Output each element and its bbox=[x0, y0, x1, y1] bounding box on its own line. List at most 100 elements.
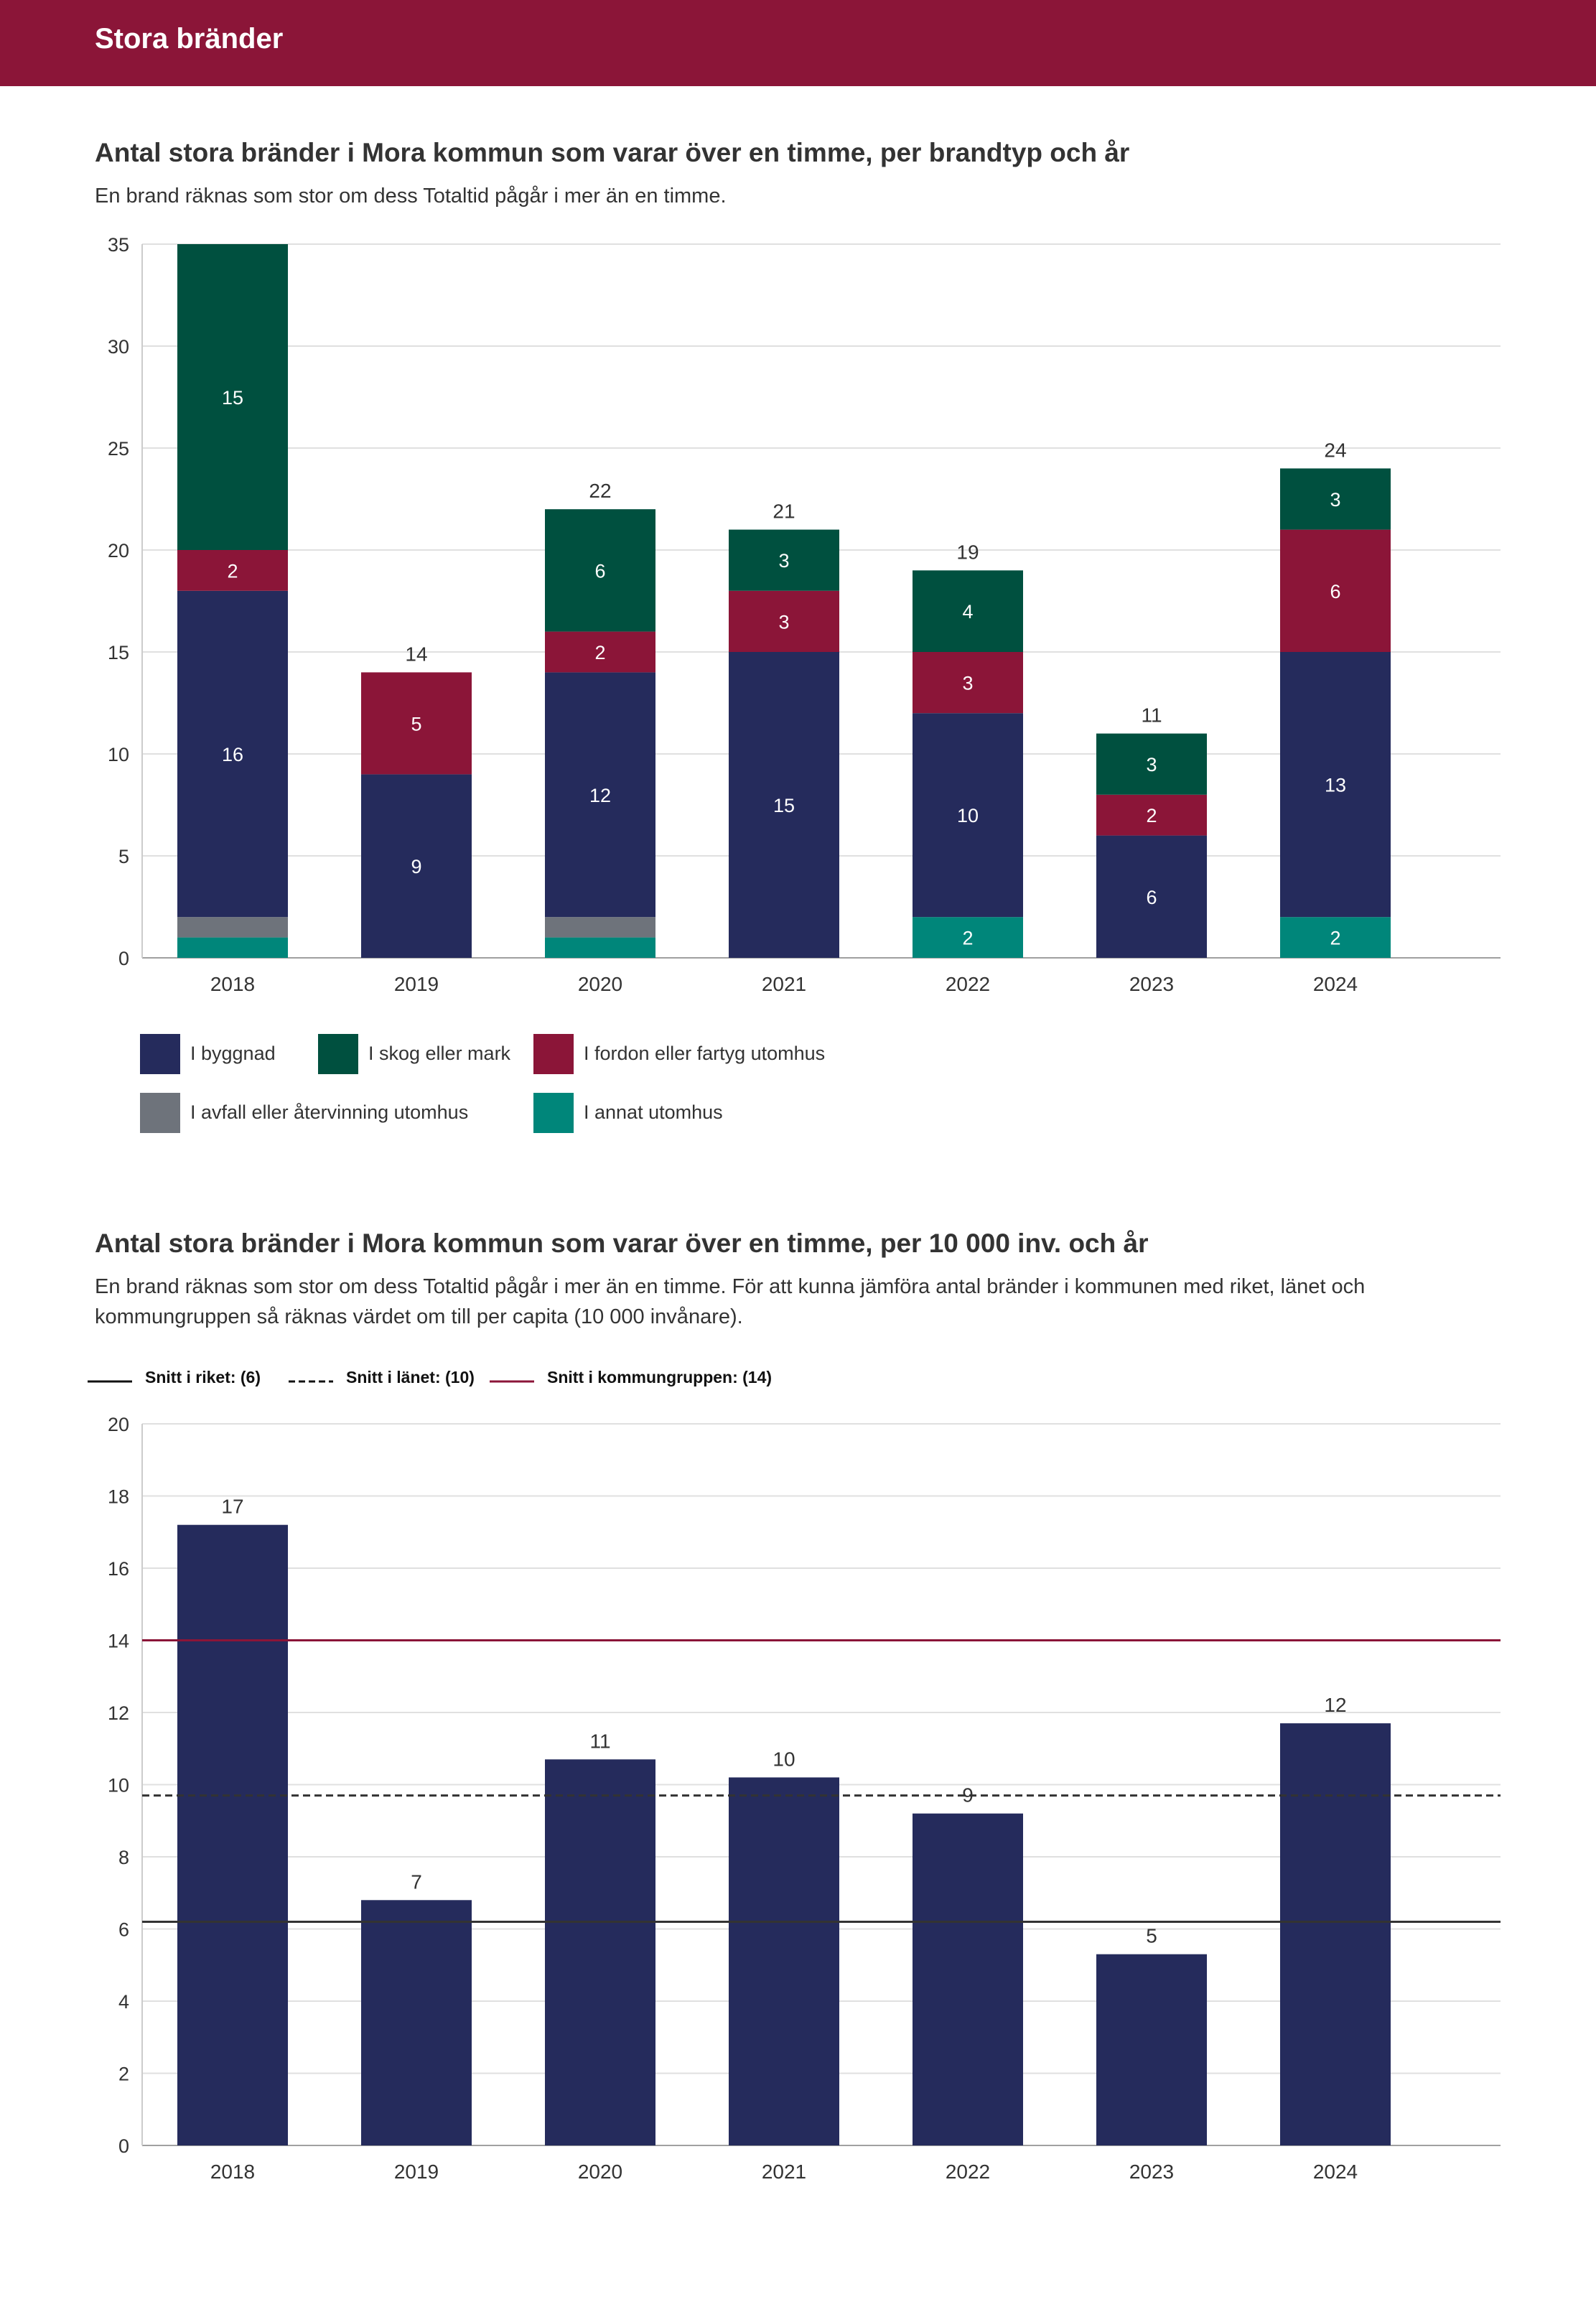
segment-label: 3 bbox=[1330, 489, 1340, 511]
segment-label: 3 bbox=[1146, 754, 1157, 775]
bar-segment bbox=[729, 652, 839, 958]
chart1-legend: I byggnad I skog eller mark I fordon ell… bbox=[140, 1034, 1073, 1163]
x-tick-label: 2022 bbox=[946, 2161, 990, 2183]
segment-label: 3 bbox=[778, 611, 789, 633]
segment-label: 6 bbox=[1146, 887, 1157, 908]
ref-legend-label: Snitt i kommungruppen: (14) bbox=[547, 1368, 773, 1386]
chart2-title: Antal stora bränder i Mora kommun som va… bbox=[95, 1229, 1149, 1258]
x-tick-label: 2019 bbox=[394, 973, 439, 995]
header-title: Stora bränder bbox=[95, 23, 284, 55]
segment-label: 2 bbox=[1330, 928, 1340, 949]
chart1-stacked-bar-chart: 0510152025303516215201895142019122622202… bbox=[108, 234, 1501, 995]
bar-segment bbox=[729, 590, 839, 652]
y-tick-label: 5 bbox=[118, 846, 129, 867]
chart1-title: Antal stora bränder i Mora kommun som va… bbox=[95, 138, 1130, 167]
chart2-reference-legend: Snitt i riket: (6) Snitt i länet: (10) S… bbox=[86, 1368, 876, 1397]
y-tick-label: 0 bbox=[118, 948, 129, 969]
solid-line-icon bbox=[88, 1380, 132, 1383]
value-label: 5 bbox=[1146, 1925, 1157, 1947]
x-tick-label: 2024 bbox=[1313, 2161, 1358, 2183]
segment-label: 13 bbox=[1325, 775, 1346, 796]
bar-segment bbox=[913, 570, 1023, 652]
bar-segment bbox=[1096, 733, 1207, 795]
total-label: 21 bbox=[773, 500, 795, 523]
dashed-line-icon bbox=[289, 1380, 333, 1383]
bar-segment bbox=[545, 509, 655, 632]
legend-label: I fordon eller fartyg utomhus bbox=[584, 1043, 826, 1064]
bar-segment bbox=[1280, 529, 1391, 652]
x-tick-label: 2020 bbox=[578, 2161, 622, 2183]
bar bbox=[177, 1524, 288, 2145]
legend-swatch bbox=[533, 1093, 574, 1133]
total-label: 19 bbox=[956, 541, 979, 563]
bar bbox=[361, 1900, 472, 2145]
y-tick-label: 6 bbox=[118, 1919, 129, 1941]
total-label: 24 bbox=[1324, 439, 1346, 461]
y-tick-label: 10 bbox=[108, 744, 129, 765]
segment-label: 6 bbox=[1330, 581, 1340, 602]
legend-swatch bbox=[318, 1034, 358, 1074]
legend-label: I skog eller mark bbox=[368, 1043, 511, 1064]
x-tick-label: 2024 bbox=[1313, 973, 1358, 995]
segment-label: 15 bbox=[222, 387, 243, 409]
segment-label: 2 bbox=[962, 928, 973, 949]
red-line-icon bbox=[490, 1380, 534, 1383]
bar-segment bbox=[177, 937, 288, 958]
value-label: 12 bbox=[1324, 1694, 1346, 1716]
bar-segment bbox=[177, 590, 288, 918]
legend-label: I avfall eller återvinning utomhus bbox=[190, 1101, 469, 1123]
total-label: 11 bbox=[1141, 704, 1162, 727]
x-tick-label: 2023 bbox=[1129, 973, 1174, 995]
value-label: 7 bbox=[411, 1870, 422, 1893]
bar-segment bbox=[913, 713, 1023, 918]
segment-label: 9 bbox=[411, 856, 421, 877]
total-label: 14 bbox=[405, 643, 427, 665]
y-tick-label: 2 bbox=[118, 2064, 129, 2085]
value-label: 10 bbox=[773, 1748, 795, 1770]
x-tick-label: 2018 bbox=[210, 973, 255, 995]
bar bbox=[1096, 1954, 1207, 2145]
bar-segment bbox=[545, 631, 655, 673]
chart2-subtitle-line1: En brand räknas som stor om dess Totalti… bbox=[95, 1275, 1366, 1298]
bar-segment bbox=[361, 774, 472, 958]
bar-segment bbox=[545, 917, 655, 938]
legend-swatch bbox=[140, 1034, 180, 1074]
bar-segment bbox=[1096, 835, 1207, 958]
bar-segment bbox=[1096, 794, 1207, 836]
value-label: 9 bbox=[962, 1784, 974, 1807]
legend-label: I byggnad bbox=[190, 1043, 276, 1064]
y-tick-label: 16 bbox=[108, 1558, 129, 1580]
bar-segment bbox=[1280, 652, 1391, 918]
header-bar: Stora bränder bbox=[0, 0, 1596, 86]
segment-label: 2 bbox=[227, 560, 238, 582]
x-tick-label: 2019 bbox=[394, 2161, 439, 2183]
x-tick-label: 2021 bbox=[762, 2161, 806, 2183]
bar-segment bbox=[913, 652, 1023, 714]
y-tick-label: 30 bbox=[108, 336, 129, 358]
segment-label: 12 bbox=[589, 785, 611, 806]
segment-label: 3 bbox=[778, 550, 789, 572]
y-tick-label: 10 bbox=[108, 1775, 129, 1796]
y-tick-label: 15 bbox=[108, 642, 129, 663]
x-tick-label: 2023 bbox=[1129, 2161, 1174, 2183]
bar-segment bbox=[545, 672, 655, 918]
bar-segment bbox=[913, 917, 1023, 958]
x-tick-label: 2021 bbox=[762, 973, 806, 995]
bar-segment bbox=[177, 244, 288, 550]
ref-legend-label: Snitt i länet: (10) bbox=[346, 1368, 475, 1386]
legend-swatch bbox=[533, 1034, 574, 1074]
y-tick-label: 20 bbox=[108, 540, 129, 561]
x-tick-label: 2020 bbox=[578, 973, 622, 995]
bar-segment bbox=[361, 672, 472, 775]
bar bbox=[545, 1759, 655, 2145]
segment-label: 10 bbox=[957, 805, 979, 826]
y-tick-label: 12 bbox=[108, 1702, 129, 1724]
segment-label: 15 bbox=[773, 795, 795, 816]
bar bbox=[1280, 1723, 1391, 2145]
segment-label: 3 bbox=[962, 673, 973, 694]
y-tick-label: 35 bbox=[108, 234, 129, 256]
segment-label: 6 bbox=[594, 560, 605, 582]
x-tick-label: 2022 bbox=[946, 973, 990, 995]
bar-segment bbox=[177, 550, 288, 591]
